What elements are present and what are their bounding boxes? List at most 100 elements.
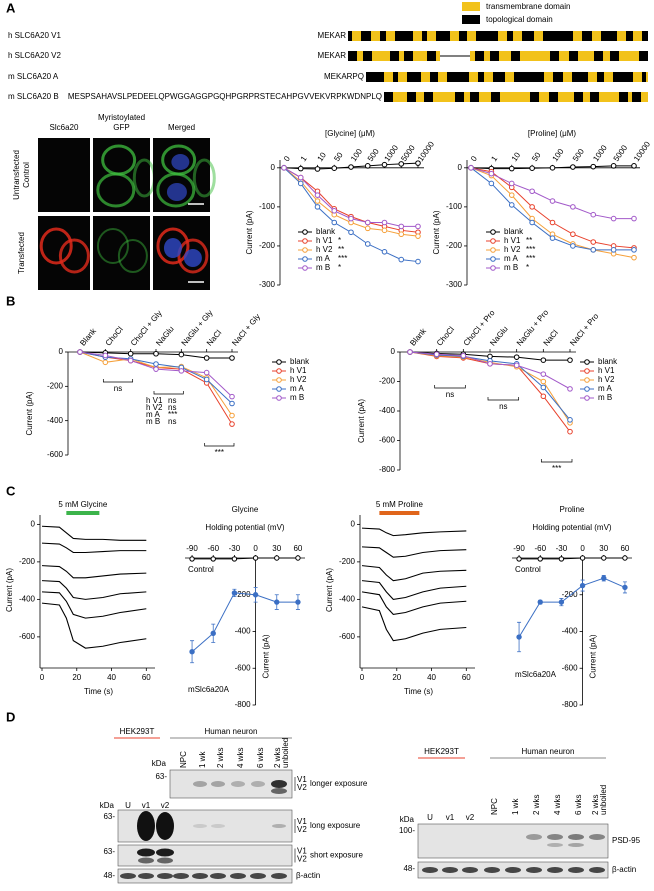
transmembrane-segment bbox=[617, 31, 626, 41]
y-tick-label: 0 bbox=[59, 347, 64, 356]
current-trace bbox=[361, 527, 467, 537]
transmembrane-segment bbox=[416, 92, 424, 102]
data-point bbox=[102, 352, 109, 359]
stats-value: ns bbox=[168, 403, 176, 412]
data-point bbox=[381, 161, 388, 168]
x-tick-label: 50 bbox=[332, 150, 345, 163]
data-point bbox=[348, 215, 354, 222]
transmembrane-segment bbox=[588, 72, 597, 82]
data-point bbox=[516, 634, 522, 640]
legend-label: m B bbox=[290, 393, 304, 402]
lane-label: 2 wks bbox=[216, 748, 225, 768]
lane-label: NPC bbox=[179, 751, 188, 768]
row-label: β-actin bbox=[612, 865, 636, 874]
data-point bbox=[540, 378, 547, 385]
data-point bbox=[488, 170, 495, 177]
y-axis-label: Current (pA) bbox=[5, 568, 14, 612]
x-tick-label: 500 bbox=[366, 147, 381, 164]
image-column-label: GFP bbox=[113, 123, 129, 132]
domain-bar bbox=[348, 51, 648, 61]
lane-label: v1 bbox=[142, 801, 151, 810]
data-point bbox=[203, 376, 210, 383]
data-point bbox=[468, 165, 474, 171]
band bbox=[157, 857, 173, 864]
band bbox=[589, 867, 605, 873]
data-point bbox=[415, 258, 421, 265]
y-tick-label: -100 bbox=[259, 202, 276, 211]
legend-label: m B bbox=[316, 263, 330, 272]
legend-label: blank bbox=[504, 227, 524, 236]
band bbox=[250, 873, 266, 879]
significance: ns bbox=[114, 384, 122, 393]
data-point bbox=[127, 357, 134, 364]
size-marker: 63- bbox=[103, 847, 115, 856]
data-point bbox=[331, 219, 338, 226]
data-point bbox=[516, 556, 522, 562]
size-marker: 48- bbox=[103, 871, 115, 880]
data-point bbox=[203, 369, 210, 376]
y-tick-label: -200 bbox=[47, 381, 64, 390]
data-point bbox=[178, 368, 185, 374]
transmembrane-segment bbox=[539, 92, 549, 102]
data-point bbox=[295, 599, 301, 605]
band bbox=[193, 824, 207, 828]
y-tick-label: -800 bbox=[562, 700, 579, 709]
band bbox=[138, 857, 154, 864]
current-trace bbox=[361, 606, 467, 642]
data-point bbox=[210, 630, 216, 637]
legend-marker bbox=[276, 395, 282, 401]
x-tick-label: 1000 bbox=[591, 143, 609, 163]
legend-marker bbox=[302, 229, 308, 235]
data-point bbox=[579, 582, 586, 589]
transmembrane-segment bbox=[583, 92, 590, 102]
cell bbox=[192, 158, 216, 198]
data-point bbox=[297, 174, 304, 181]
legend-marker bbox=[302, 256, 308, 262]
legend-swatch bbox=[462, 15, 480, 24]
data-point bbox=[364, 163, 371, 169]
data-point bbox=[590, 163, 597, 170]
y-axis-label: Current (pA) bbox=[325, 568, 334, 612]
data-point bbox=[398, 223, 405, 230]
band bbox=[173, 873, 189, 879]
significance: ** bbox=[526, 236, 532, 245]
kda-label: kDa bbox=[152, 759, 167, 768]
x-axis-label: Holding potential (mV) bbox=[205, 523, 284, 532]
x-tick-label: Blank bbox=[78, 326, 98, 348]
x-tick-label: NaGlu bbox=[488, 324, 509, 347]
transmembrane-segment bbox=[603, 51, 610, 61]
image-row-label: Untransfected bbox=[12, 150, 21, 200]
y-tick-label: -600 bbox=[235, 663, 252, 672]
data-point bbox=[579, 555, 586, 561]
x-tick-label: 10 bbox=[510, 150, 523, 163]
stimulus-label: 5 mM Glycine bbox=[58, 500, 107, 509]
x-tick-label: 0 bbox=[469, 154, 479, 163]
band bbox=[138, 873, 154, 879]
data-point bbox=[601, 575, 607, 581]
y-tick-label: -200 bbox=[562, 590, 579, 599]
band bbox=[589, 834, 605, 840]
data-point bbox=[549, 235, 556, 241]
current-trace bbox=[41, 580, 147, 600]
series-label: mSlc6a20A bbox=[515, 670, 557, 679]
x-tick-label: NaCl bbox=[542, 328, 560, 348]
lane-label: 4 wks bbox=[553, 795, 562, 815]
lane-label: 1 wk bbox=[198, 751, 207, 768]
x-tick-label: 0 bbox=[253, 544, 258, 553]
data-point bbox=[314, 166, 321, 172]
band bbox=[211, 824, 225, 828]
bracket bbox=[153, 391, 184, 395]
stats-label: h V2 bbox=[146, 403, 163, 412]
bracket bbox=[434, 385, 466, 389]
legend-label: blank bbox=[290, 357, 310, 366]
data-point bbox=[631, 247, 637, 253]
legend-label: h V1 bbox=[290, 366, 307, 375]
bracket bbox=[204, 443, 235, 447]
data-point bbox=[153, 366, 159, 372]
transmembrane-segment bbox=[450, 31, 459, 41]
x-tick-label: 10 bbox=[315, 150, 328, 163]
size-marker: 63- bbox=[155, 772, 167, 781]
data-point bbox=[381, 248, 388, 255]
x-tick-label: ChoCl bbox=[104, 325, 125, 348]
band bbox=[505, 867, 521, 873]
